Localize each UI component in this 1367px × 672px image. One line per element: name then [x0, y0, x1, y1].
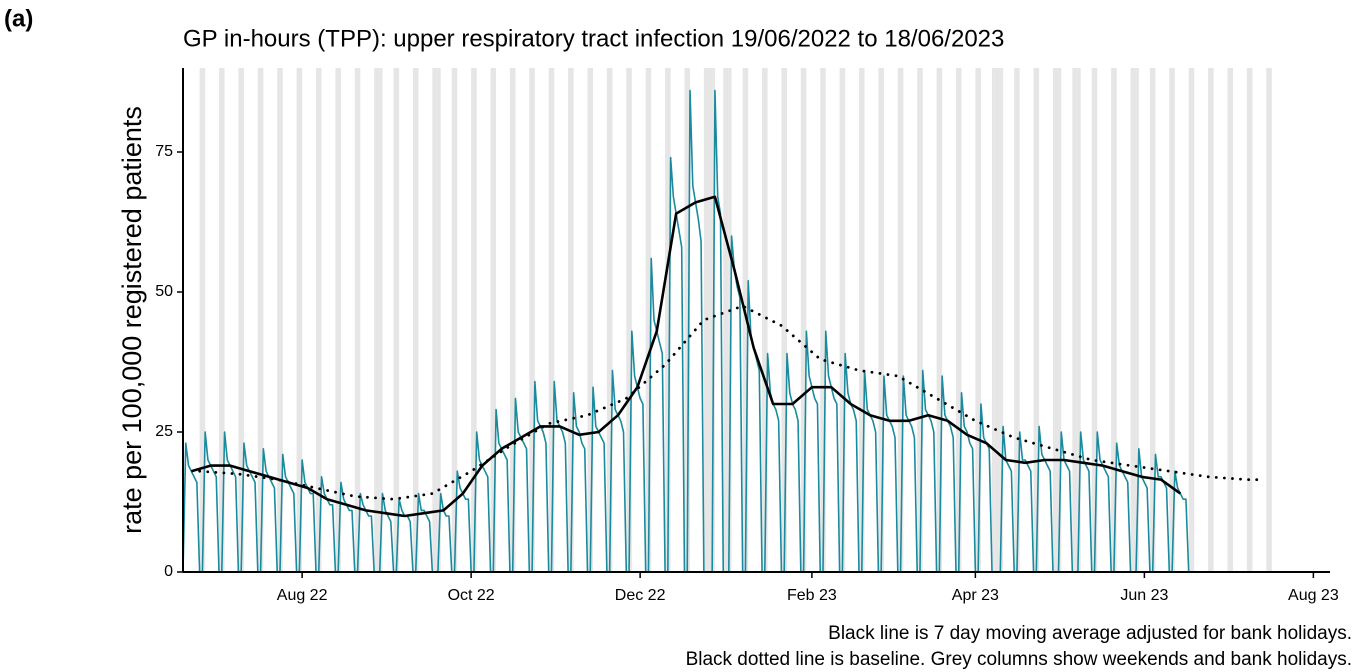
weekend-column	[1033, 68, 1040, 572]
weekend-column	[1169, 68, 1175, 572]
bank-holiday-column	[437, 68, 441, 572]
weekend-column	[665, 68, 671, 572]
weekend-column	[1208, 68, 1214, 572]
weekend-column	[529, 68, 535, 572]
weekend-column	[374, 68, 380, 572]
weekend-column	[393, 68, 400, 572]
weekend-column	[354, 68, 361, 572]
weekend-column	[626, 68, 632, 572]
weekend-column	[238, 68, 244, 572]
y-tick-label: 75	[155, 143, 173, 160]
bank-holiday-column	[1058, 68, 1062, 572]
y-tick-label: 0	[164, 563, 173, 580]
caption: Black dotted line is baseline. Grey colu…	[686, 649, 1352, 670]
weekend-column	[219, 68, 225, 572]
weekend-column	[471, 68, 477, 572]
weekend-column	[800, 68, 807, 572]
x-tick-label: Oct 22	[448, 587, 495, 604]
weekend-column	[1130, 68, 1137, 572]
y-tick-label: 50	[155, 283, 173, 300]
weekend-column	[1266, 68, 1272, 572]
solid-line	[190, 195, 1182, 518]
weekend-column	[412, 68, 419, 572]
chart-title: GP in-hours (TPP): upper respiratory tra…	[183, 25, 1004, 52]
weekend-column	[936, 68, 943, 572]
bank-holiday-column	[1077, 68, 1081, 572]
weekend-column	[994, 68, 1001, 572]
y-axis-label: rate per 100,000 registered patients	[117, 106, 147, 534]
weekend-column	[296, 68, 303, 572]
weekend-column	[897, 68, 904, 572]
weekend-column	[432, 68, 438, 572]
weekend-column	[199, 68, 206, 572]
weekend-column	[509, 68, 516, 572]
weekend-column	[277, 68, 283, 572]
x-tick-label: Dec 22	[615, 587, 666, 604]
weekend-column	[587, 68, 594, 572]
bank-holiday-column	[1000, 68, 1004, 572]
weekend-column	[315, 68, 322, 572]
weekend-column	[859, 68, 865, 572]
x-tick-label: Apr 23	[952, 587, 999, 604]
weekend-column	[820, 68, 826, 572]
weekend-column	[451, 68, 458, 572]
weekend-column	[917, 68, 923, 572]
x-tick-label: Aug 22	[277, 587, 328, 604]
dotted-line	[198, 304, 1260, 501]
bank-holiday-column	[991, 68, 995, 572]
weekend-column	[1091, 68, 1098, 572]
weekend-column	[1188, 68, 1195, 572]
weekend-column	[1072, 68, 1078, 572]
weekend-column	[257, 68, 264, 572]
weekend-column	[1052, 68, 1059, 572]
weekend-column	[975, 68, 981, 572]
weekend-column	[839, 68, 846, 572]
weekend-column	[723, 68, 729, 572]
weekend-column	[568, 68, 574, 572]
weekend-column	[606, 68, 613, 572]
weekend-column	[1014, 68, 1020, 572]
weekend-column	[645, 68, 652, 572]
bank-holiday-column	[1136, 68, 1139, 572]
x-tick-label: Aug 23	[1288, 587, 1339, 604]
y-tick-label: 25	[155, 423, 173, 440]
bank-holiday-column	[379, 68, 383, 572]
bank-holiday-column	[709, 68, 713, 572]
weekend-column	[1149, 68, 1156, 572]
x-tick-label: Feb 23	[787, 587, 837, 604]
weekend-column	[1246, 68, 1253, 572]
weekend-column	[490, 68, 497, 572]
panel-label: (a)	[4, 5, 33, 32]
weekend-column	[684, 68, 691, 572]
weekend-column	[1227, 68, 1234, 572]
x-tick-label: Jun 23	[1120, 587, 1168, 604]
weekend-column	[742, 68, 749, 572]
caption: Black line is 7 day moving average adjus…	[828, 623, 1352, 644]
weekend-column	[335, 68, 341, 572]
weekend-column	[955, 68, 962, 572]
weekend-column	[548, 68, 555, 572]
weekend-column	[762, 68, 768, 572]
weekend-column	[1111, 68, 1117, 572]
weekend-column	[878, 68, 884, 572]
weekend-column	[781, 68, 787, 572]
